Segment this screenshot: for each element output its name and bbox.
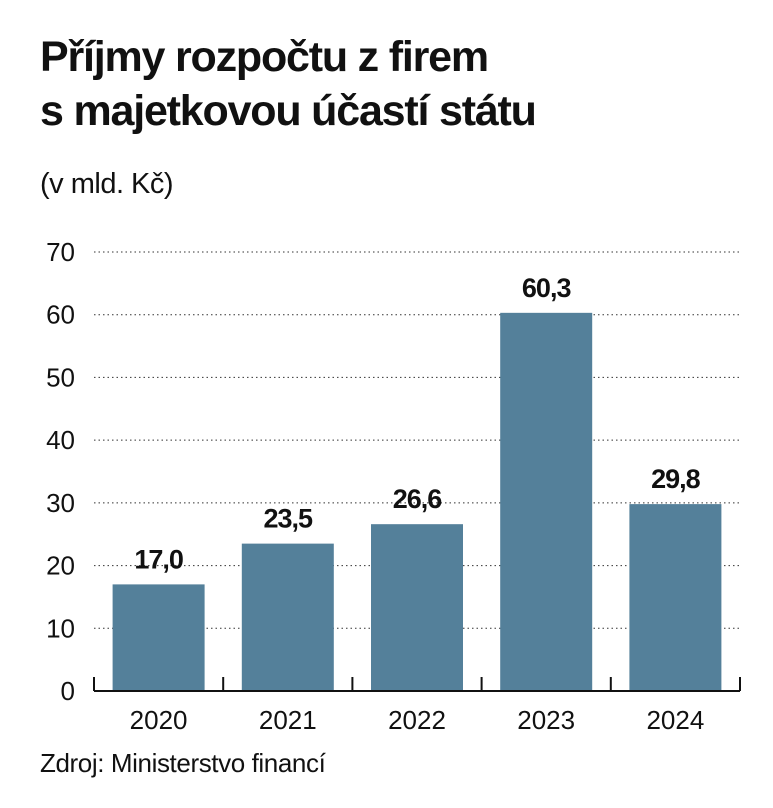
- title-line-1: Příjmy rozpočtu z firem: [40, 33, 489, 81]
- x-tick-label-2022: 2022: [388, 705, 446, 735]
- y-tick-label-0: 0: [61, 676, 75, 706]
- x-tick-label-2023: 2023: [517, 705, 575, 735]
- bar-2022: [371, 524, 463, 691]
- y-tick-label-60: 60: [46, 300, 75, 330]
- bar-2021: [241, 543, 334, 691]
- y-tick-label-30: 30: [46, 488, 75, 518]
- chart-title: Příjmy rozpočtu z firem s majetkovou úča…: [40, 30, 760, 138]
- y-tick-label-40: 40: [46, 425, 75, 455]
- bar-2020: [112, 584, 205, 691]
- y-tick-label-50: 50: [46, 362, 75, 392]
- y-tick-label-20: 20: [46, 551, 75, 581]
- value-label-2024: 29,8: [651, 464, 701, 494]
- x-tick-label-2020: 2020: [130, 705, 188, 735]
- bar-2023: [500, 312, 593, 691]
- unit-note: (v mld. Kč): [40, 168, 174, 200]
- value-label-2023: 60,3: [522, 273, 572, 303]
- value-label-2020: 17,0: [134, 544, 183, 574]
- bar-2024: [629, 504, 722, 691]
- value-label-2021: 23,5: [264, 504, 314, 534]
- value-label-2022: 26,6: [393, 484, 443, 514]
- x-tick-label-2024: 2024: [646, 705, 704, 735]
- y-tick-label-70: 70: [46, 237, 75, 267]
- x-tick-label-2021: 2021: [259, 705, 317, 735]
- title-line-2: s majetkovou účastí státu: [40, 87, 537, 135]
- source-note: Zdroj: Ministerstvo financí: [40, 748, 326, 778]
- y-tick-label-10: 10: [46, 613, 75, 643]
